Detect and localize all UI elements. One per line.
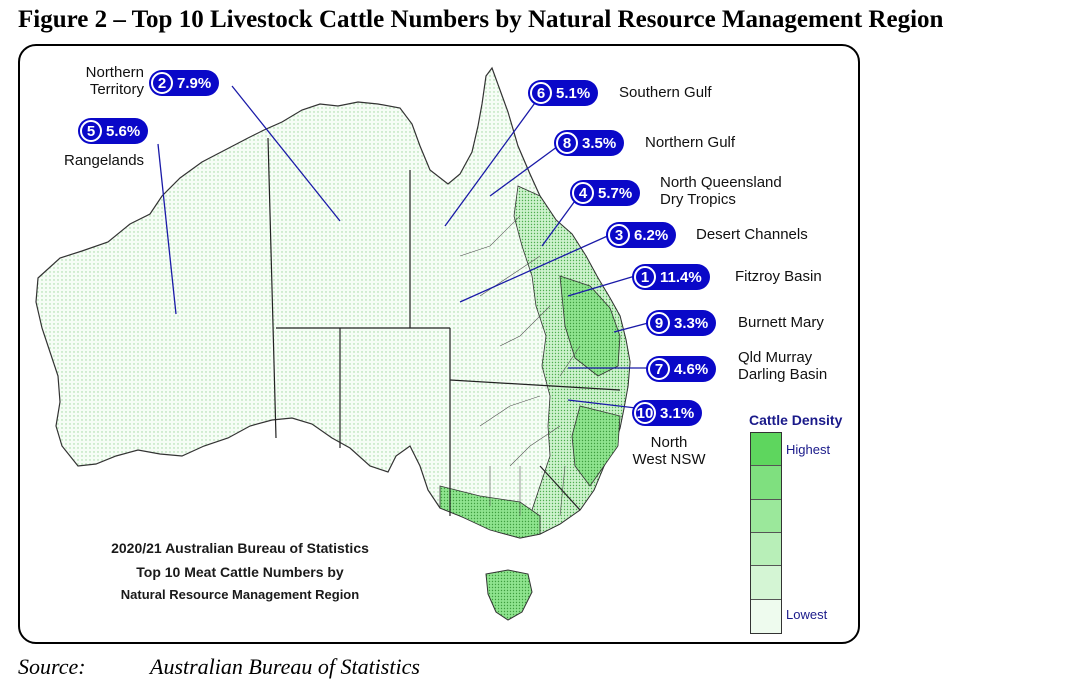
label-qld-murray-darling: Qld Murray Darling Basin xyxy=(738,349,828,383)
source-label: Source: xyxy=(18,654,86,679)
figure-title: Figure 2 – Top 10 Livestock Cattle Numbe… xyxy=(18,6,944,33)
state-borders xyxy=(267,137,621,516)
pill-rank-8: 8 3.5% xyxy=(554,130,625,156)
legend-highest: Highest xyxy=(786,442,831,457)
legend-swatch xyxy=(751,599,781,633)
caption-line-2: Top 10 Meat Cattle Numbers by xyxy=(136,564,344,580)
legend-swatch xyxy=(751,566,781,600)
pill-rank-1: 1 11.4% xyxy=(632,264,710,290)
leader-lines xyxy=(157,85,660,409)
pill-rank-7: 7 4.6% xyxy=(646,356,717,382)
pill-rank-3: 3 6.2% xyxy=(606,222,677,248)
legend-swatch xyxy=(751,532,781,567)
source-text: Australian Bureau of Statistics xyxy=(150,654,420,679)
legend-swatch xyxy=(751,466,781,500)
label-burnett-mary: Burnett Mary xyxy=(738,314,824,331)
australia-map xyxy=(35,66,660,621)
legend-lowest: Lowest xyxy=(786,607,828,622)
fitzroy-dense xyxy=(559,275,621,377)
caption-line-3: Natural Resource Management Region xyxy=(120,587,360,602)
label-nq-dry-tropics: North Queensland Dry Tropics xyxy=(660,174,782,208)
label-southern-gulf: Southern Gulf xyxy=(619,84,712,101)
pill-rank-2: 2 7.9% xyxy=(149,70,220,96)
label-fitzroy-basin: Fitzroy Basin xyxy=(735,268,822,285)
label-rangelands: Rangelands xyxy=(64,152,145,169)
region-borders xyxy=(459,215,581,517)
legend-title: Cattle Density xyxy=(749,412,843,428)
label-northern-territory: Northern Territory xyxy=(85,64,144,98)
label-north-west-nsw: North West NSW xyxy=(632,434,706,468)
caption-line-1: 2020/21 Australian Bureau of Statistics xyxy=(111,540,369,556)
legend-swatch xyxy=(751,433,781,467)
pill-rank-5: 5 5.6% xyxy=(78,118,149,144)
pill-rank-9: 9 3.3% xyxy=(646,310,717,336)
legend-swatch xyxy=(751,499,781,533)
se-coast-dense xyxy=(571,405,621,487)
legend-color-scale xyxy=(750,432,782,634)
label-northern-gulf: Northern Gulf xyxy=(645,134,736,151)
pill-rank-10: 10 3.1% xyxy=(632,400,703,426)
map-panel: Northern Territory 2 7.9% 5 5.6% Rangeland… xyxy=(18,44,860,644)
label-desert-channels: Desert Channels xyxy=(696,226,808,243)
tasmania xyxy=(485,569,533,621)
pill-rank-6: 6 5.1% xyxy=(528,80,599,106)
pill-rank-4: 4 5.7% xyxy=(570,180,641,206)
